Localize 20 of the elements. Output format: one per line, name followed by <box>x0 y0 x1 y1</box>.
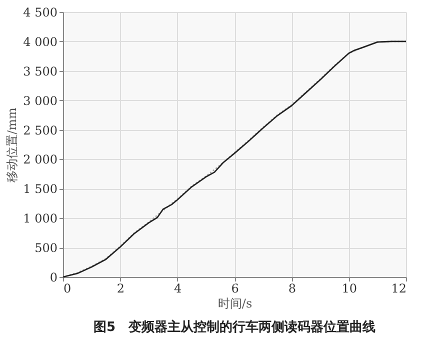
y-tick-label: 2 000 <box>23 152 58 167</box>
x-axis-title: 时间/s <box>218 296 252 310</box>
y-tick-label: 4 500 <box>23 6 58 20</box>
x-tick-label: 0 <box>64 282 72 296</box>
y-tick-label: 4 000 <box>23 34 58 49</box>
x-tick-label: 2 <box>116 282 124 296</box>
y-tick-label: 0 <box>50 270 58 284</box>
y-tick-label: 1 000 <box>23 212 58 226</box>
x-tick-label: 8 <box>288 282 296 296</box>
x-tick-label: 4 <box>174 282 182 296</box>
y-tick-label: 2 500 <box>23 123 58 138</box>
y-tick-label: 500 <box>34 241 58 256</box>
x-tick-label: 12 <box>391 282 406 296</box>
y-axis-title: 移动位置/mm <box>5 106 20 182</box>
y-tick-label: 1 500 <box>23 182 58 196</box>
y-tick-label: 3 500 <box>23 64 58 78</box>
text: 图5 变频器主从控制的行车两侧读码器位置曲线 <box>93 319 376 335</box>
x-tick-label: 6 <box>231 282 239 296</box>
x-tick-label: 10 <box>342 282 357 296</box>
y-tick-label: 3 000 <box>23 94 58 108</box>
